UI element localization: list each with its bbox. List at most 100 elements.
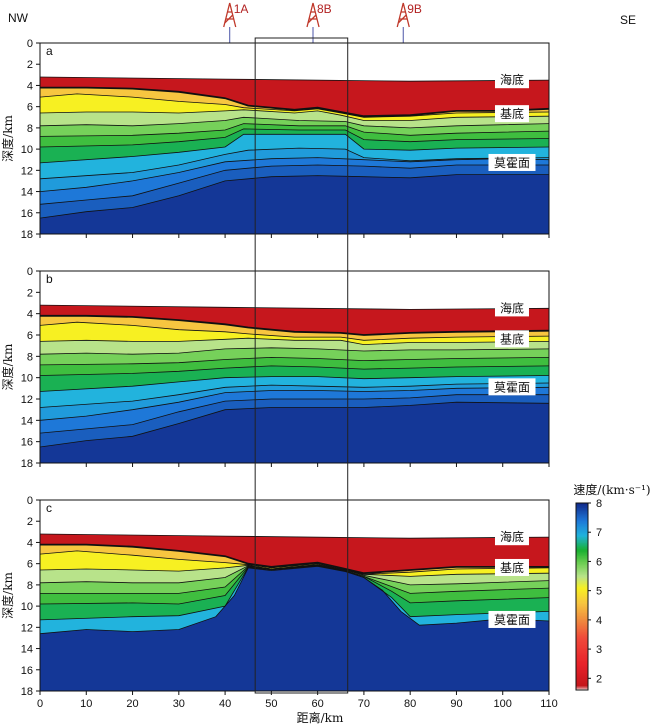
colorbar-segment [576, 662, 588, 665]
colorbar-frame [575, 502, 589, 691]
derrick-icon [306, 2, 320, 28]
colorbar-segment [576, 656, 588, 659]
velocity-contour [40, 394, 549, 434]
colorbar-tick-label: 2 [596, 673, 602, 685]
colorbar-segment [576, 589, 588, 592]
velocity-layer-11 [40, 402, 549, 463]
velocity-contour [40, 133, 549, 164]
annotation-bg [488, 153, 536, 171]
colorbar-segment [576, 618, 588, 621]
y-tick-label: 12 [21, 622, 33, 634]
colorbar-segment [576, 681, 588, 684]
colorbar-segment [576, 536, 588, 539]
colorbar-segment [576, 633, 588, 635]
y-tick-label: 14 [21, 415, 33, 427]
velocity-contour [40, 304, 549, 310]
velocity-contour [40, 375, 549, 392]
annotation-label: 海底 [500, 529, 524, 544]
well-label: 8B [317, 2, 332, 16]
colorbar-tick-label: 7 [596, 527, 602, 539]
colorbar-segment [576, 616, 588, 619]
derrick-icon [223, 2, 237, 28]
colorbar-title: 速度/(km·s⁻¹) [573, 482, 650, 497]
colorbar-segment [576, 682, 588, 685]
colorbar-segment [576, 649, 588, 652]
colorbar-segment [576, 548, 588, 551]
velocity-contour [40, 565, 549, 621]
y-tick-label: 0 [27, 266, 33, 278]
colorbar-segment [576, 565, 588, 568]
colorbar-segment [576, 669, 588, 672]
colorbar-segment [576, 606, 588, 609]
y-tick-label: 8 [27, 580, 33, 592]
y-tick-label: 10 [21, 373, 33, 385]
colorbar-segment [576, 644, 588, 647]
colorbar-tick-label: 8 [596, 498, 602, 510]
colorbar-segment [576, 640, 588, 643]
colorbar-segment [576, 668, 588, 671]
colorbar-segment [576, 654, 588, 657]
annotation-label: 基底 [500, 106, 524, 121]
colorbar-segment [576, 576, 588, 579]
colorbar-segment [576, 637, 588, 640]
well-label: 9B [407, 2, 422, 16]
x-tick-label: 100 [494, 698, 512, 710]
colorbar-segment [576, 635, 588, 638]
colorbar-segment [576, 562, 588, 565]
y-tick-label: 0 [27, 38, 33, 50]
colorbar-segment [576, 577, 588, 580]
colorbar-segment [576, 663, 588, 666]
colorbar-segment [576, 542, 588, 545]
colorbar-segment [576, 503, 588, 505]
velocity-contour [40, 321, 549, 341]
annotation-bg [494, 71, 529, 89]
colorbar-segment [576, 595, 588, 597]
velocity-contour [40, 116, 549, 129]
velocity-contour [40, 147, 549, 180]
velocity-panels: a024681012141618深度/km海底基底莫霍面b02468101214… [0, 38, 558, 710]
colorbar-segment [576, 630, 588, 633]
colorbar-segment [576, 538, 588, 541]
y-tick-label: 8 [27, 123, 33, 135]
velocity-contour [40, 347, 549, 355]
annotation-bg [488, 610, 536, 628]
colorbar-tick-label: 4 [596, 615, 602, 627]
colorbar-segment [576, 660, 588, 663]
colorbar-segment [576, 675, 588, 678]
colorbar-segment [576, 511, 588, 514]
annotation-label: 海底 [500, 72, 524, 87]
colorbar-segment [576, 638, 588, 641]
colorbar-segment [576, 530, 588, 533]
colorbar-segment [576, 583, 588, 586]
colorbar-segment [576, 555, 588, 558]
colorbar-segment [576, 593, 588, 596]
colorbar-segment [576, 627, 588, 630]
corner-label-nw: NW [8, 11, 29, 25]
colorbar-segment [576, 687, 588, 690]
colorbar-segment [576, 564, 588, 567]
velocity-layer-11 [40, 174, 549, 234]
y-axis-title: 深度/km [0, 343, 15, 390]
colorbar-segment [576, 545, 588, 548]
y-tick-label: 14 [21, 644, 33, 656]
colorbar-segment [576, 559, 588, 562]
colorbar-segment [576, 581, 588, 584]
colorbar-segment [576, 641, 588, 644]
colorbar-segment [576, 552, 588, 555]
colorbar-segment [576, 551, 588, 554]
y-tick-label: 10 [21, 601, 33, 613]
colorbar-segment [576, 523, 588, 526]
colorbar-segment [576, 676, 588, 679]
colorbar-segment [576, 521, 588, 524]
colorbar-segment [576, 568, 588, 571]
basement-line [40, 86, 549, 118]
colorbar-segment [576, 673, 588, 676]
velocity-contour [40, 164, 549, 205]
colorbar-segment [576, 578, 588, 581]
y-tick-label: 2 [27, 287, 33, 299]
velocity-contour [40, 337, 549, 346]
colorbar-segment [576, 647, 588, 650]
colorbar-segment [576, 621, 588, 624]
velocity-contour [40, 157, 549, 192]
